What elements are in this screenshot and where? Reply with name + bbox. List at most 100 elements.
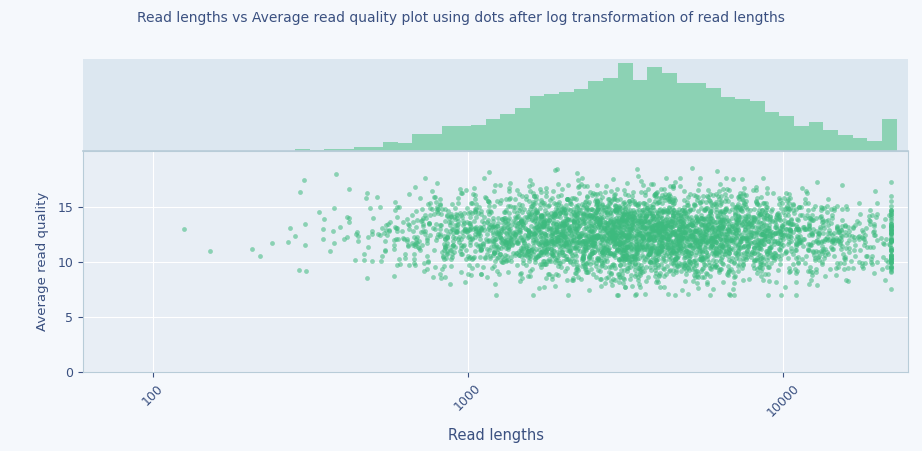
Point xyxy=(709,232,724,239)
Point xyxy=(572,238,586,245)
Point xyxy=(626,198,641,205)
Point xyxy=(604,249,619,257)
Point xyxy=(822,230,837,237)
Point xyxy=(774,204,788,212)
Point xyxy=(675,229,690,236)
Point xyxy=(430,205,444,212)
Point xyxy=(704,242,719,249)
Point xyxy=(572,233,586,240)
Point xyxy=(676,216,691,223)
Point xyxy=(617,246,632,253)
Point xyxy=(705,217,720,224)
Point xyxy=(420,234,434,241)
Point xyxy=(579,240,594,248)
Point xyxy=(496,237,511,244)
Point xyxy=(596,251,610,258)
Point xyxy=(586,211,601,218)
Point xyxy=(582,218,597,226)
Point xyxy=(447,215,462,222)
Point xyxy=(642,234,656,241)
Point xyxy=(602,233,617,240)
Point xyxy=(780,219,795,226)
Point xyxy=(530,252,545,259)
Point xyxy=(651,229,666,236)
Point xyxy=(738,212,752,219)
Point xyxy=(739,237,753,244)
Point xyxy=(662,256,677,263)
Point xyxy=(702,196,716,203)
Point xyxy=(783,227,798,235)
Point xyxy=(409,234,424,241)
Bar xyxy=(456,125,471,152)
Point xyxy=(522,228,537,235)
Point xyxy=(529,228,544,235)
Point xyxy=(432,233,447,240)
Point xyxy=(589,201,604,208)
Point xyxy=(399,238,414,245)
Point xyxy=(532,251,547,258)
Point xyxy=(712,180,727,187)
Point xyxy=(706,227,721,235)
Point xyxy=(543,196,558,203)
Point xyxy=(527,210,542,217)
Point xyxy=(377,230,392,237)
Point xyxy=(704,202,719,209)
Point xyxy=(647,255,662,262)
Point xyxy=(486,229,501,236)
Point xyxy=(595,235,609,242)
Point xyxy=(596,206,610,213)
Point xyxy=(439,243,454,250)
Point xyxy=(549,270,563,277)
Point xyxy=(525,265,539,272)
Point xyxy=(709,167,724,175)
Point xyxy=(640,225,655,232)
Point xyxy=(656,233,670,240)
Point xyxy=(681,240,696,248)
Point xyxy=(883,246,898,253)
Point xyxy=(651,210,666,217)
Point xyxy=(656,242,671,249)
Point xyxy=(506,249,521,257)
Point xyxy=(652,223,667,230)
Point xyxy=(582,223,597,230)
Point xyxy=(644,244,658,252)
Point xyxy=(550,226,564,233)
Point xyxy=(620,244,634,251)
Point xyxy=(522,198,537,205)
Point xyxy=(565,217,580,225)
Point xyxy=(628,251,643,258)
Point xyxy=(680,248,695,255)
Point xyxy=(597,223,611,230)
Point xyxy=(550,248,564,255)
Point xyxy=(775,222,790,229)
Point xyxy=(828,235,843,242)
Point xyxy=(628,245,643,253)
Point xyxy=(584,254,598,261)
Point xyxy=(666,271,680,278)
Point xyxy=(794,203,809,211)
Point xyxy=(668,258,683,266)
Point xyxy=(735,220,750,227)
Point xyxy=(704,242,719,249)
Point xyxy=(719,238,734,245)
Point xyxy=(533,214,548,221)
Point xyxy=(675,216,690,223)
Point xyxy=(773,241,787,248)
Point xyxy=(660,235,675,243)
Point xyxy=(516,220,531,227)
Point xyxy=(660,290,675,297)
Point xyxy=(372,204,387,211)
Point xyxy=(655,245,669,252)
Point xyxy=(835,182,850,189)
Point xyxy=(654,217,668,225)
Point xyxy=(705,240,720,248)
Point xyxy=(566,211,581,218)
Point xyxy=(652,194,667,202)
Point xyxy=(606,228,621,235)
Point xyxy=(672,225,687,232)
Point xyxy=(489,242,503,249)
Point xyxy=(622,213,637,220)
Point xyxy=(475,224,490,231)
Point xyxy=(704,234,719,241)
Point xyxy=(656,254,670,261)
